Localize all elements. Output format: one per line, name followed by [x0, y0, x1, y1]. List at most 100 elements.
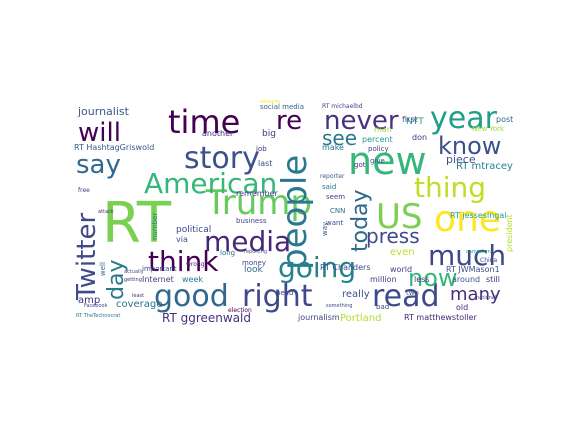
word-attack: attack: [98, 209, 114, 215]
word-internet: Internet: [142, 275, 174, 284]
word-actually: actually: [124, 269, 144, 275]
word-don: don: [412, 133, 428, 142]
word-cloud: RT Trump people new time US one story Am…: [72, 100, 518, 328]
word-now: now: [408, 264, 458, 292]
word-big: big: [262, 129, 276, 139]
word-journalist: journalist: [78, 105, 129, 118]
word-president: president: [505, 214, 514, 252]
word-policy: policy: [368, 145, 389, 153]
word-business: business: [236, 217, 267, 225]
word-look: look: [244, 265, 263, 275]
word-need: need: [276, 289, 294, 297]
word-least: least: [132, 293, 145, 299]
word-twitter: Twitter: [72, 212, 102, 300]
word-long: long: [220, 249, 236, 257]
word-china: China: [480, 257, 498, 264]
word-two: two: [406, 289, 419, 297]
word-american: American: [144, 167, 278, 200]
word-week: week: [182, 275, 204, 284]
word-reporter: reporter: [320, 173, 345, 180]
word-give: give: [370, 157, 385, 165]
word-rt-thetechnocrat: RT TheTechnocrat: [76, 313, 121, 319]
word-rt-hashtaggriswold: RT HashtagGriswold: [74, 143, 155, 152]
word-post: post: [496, 115, 514, 124]
word-money: money: [242, 259, 266, 267]
word-million: million: [370, 275, 397, 284]
word-will: will: [78, 118, 121, 148]
word-remember: remember: [236, 189, 278, 198]
word-less: less: [414, 275, 430, 284]
word-wrong: wrong: [186, 261, 205, 268]
word-amp: amp: [78, 295, 101, 306]
word-way: way: [321, 221, 329, 236]
word-another: another: [202, 129, 234, 138]
word-first: first: [402, 115, 418, 124]
word-political: political: [176, 225, 212, 235]
word-say: say: [76, 150, 121, 180]
word-rt: RT: [102, 191, 172, 256]
word-even: even: [390, 247, 415, 258]
word-make: make: [322, 143, 344, 152]
word-amazon: Amazon: [260, 100, 281, 105]
word-election: election: [228, 307, 252, 314]
word-think: think: [148, 245, 219, 278]
word-social-media: social media: [260, 103, 304, 111]
word-seem: seem: [326, 193, 346, 201]
word-going: going: [278, 251, 357, 284]
word-time: time: [168, 103, 241, 141]
word-important: important: [142, 265, 177, 273]
word-still: still: [486, 275, 500, 284]
word-portland: Portland: [340, 313, 382, 324]
word-old: old: [456, 303, 469, 312]
word-rt-jessesingal: RT jessesingal: [450, 211, 507, 220]
word-getting: getting: [124, 277, 142, 283]
word-said: said: [322, 183, 337, 191]
word-something: something: [326, 303, 353, 309]
word-read: read: [372, 279, 440, 314]
word-new: new: [348, 139, 427, 183]
word-campaign: campaign: [466, 249, 491, 255]
word-facebook: Facebook: [84, 303, 108, 309]
word-rt-chanders: RT Chanders: [320, 263, 371, 272]
word-nyt: NYT: [406, 117, 424, 127]
word-media: media: [204, 225, 292, 258]
word-many: many: [450, 284, 501, 305]
word-coverage: coverage: [116, 299, 163, 310]
word-see: see: [322, 126, 358, 150]
word-number: number: [151, 212, 159, 240]
word-never: never: [324, 106, 399, 136]
word-well: well: [99, 262, 107, 276]
word-press: press: [366, 224, 420, 248]
word-last: last: [258, 159, 273, 168]
word-rt-matthewstoller: RT matthewstoller: [404, 313, 477, 322]
word-piece: piece: [446, 153, 476, 166]
word-cnn: CNN: [330, 207, 346, 215]
word-national: national: [476, 295, 497, 301]
word-one: one: [434, 199, 501, 240]
word-percent: percent: [362, 135, 393, 144]
word-rt-mtracey: RT mtracey: [456, 161, 513, 172]
word-got: got: [354, 161, 366, 169]
word-job: job: [256, 145, 267, 153]
word-rt-michaelbd: RT michaelbd: [322, 103, 363, 110]
word-man: man: [374, 125, 392, 134]
word-around: around: [452, 275, 481, 284]
word-thing: thing: [414, 171, 487, 204]
word-reporting: reporting: [244, 249, 268, 255]
word-trump: Trump: [206, 183, 313, 223]
word-really: really: [342, 289, 370, 300]
word-via: via: [176, 235, 188, 244]
word-story: story: [184, 141, 260, 176]
word-right: right: [242, 279, 313, 314]
word-journalism: journalism: [298, 313, 340, 322]
word-want: want: [326, 219, 344, 227]
word-re: re: [276, 106, 303, 136]
word-good: good: [154, 279, 229, 314]
word-year: year: [430, 101, 497, 136]
word-bad: bad: [376, 303, 390, 311]
word-rt-ggreenwald: RT ggreenwald: [162, 311, 252, 325]
word-world: world: [390, 265, 413, 274]
word-much: much: [428, 239, 507, 272]
word-new-york: New York: [472, 125, 505, 133]
word-know: know: [438, 132, 502, 160]
